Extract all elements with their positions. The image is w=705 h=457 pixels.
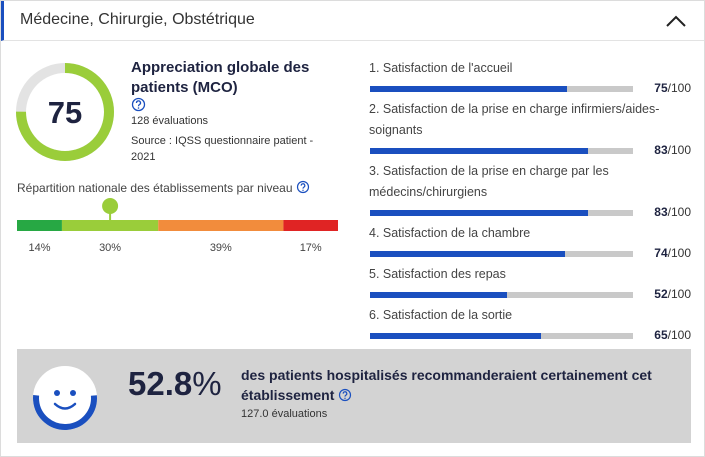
criterion-scale: /100 [667, 143, 691, 157]
criterion-value: 83 [654, 205, 668, 219]
criterion-bar [370, 148, 589, 154]
criterion-scale: /100 [667, 205, 691, 219]
criterion-track [370, 86, 633, 92]
criterion-row: 83/100 [369, 141, 694, 161]
score-evaluations: 128 évaluations [131, 115, 209, 127]
criterion-track [370, 148, 633, 154]
chevron-icon[interactable] [664, 13, 688, 29]
segment-label: 30% [99, 242, 121, 254]
distribution-segment [283, 220, 338, 231]
criterion-track [370, 292, 633, 298]
criterion-score: 65/100 [654, 328, 691, 342]
header-title: Médecine, Chirurgie, Obstétrique [20, 11, 255, 28]
criterion-label: 4. Satisfaction de la chambre [369, 226, 531, 240]
distribution-segment [61, 220, 159, 231]
criterion-value: 83 [654, 143, 668, 157]
criterion-score: 83/100 [654, 205, 691, 219]
criterion-value: 74 [654, 246, 668, 260]
criterion-bar [370, 251, 565, 257]
criterion-bar [370, 333, 541, 339]
criterion-scale: /100 [667, 328, 691, 342]
distribution-segment [17, 220, 62, 231]
criterion-bar [370, 292, 507, 298]
criterion-value: 75 [654, 81, 668, 95]
help-icon[interactable] [338, 388, 352, 402]
criterion-scale: /100 [667, 246, 691, 260]
help-icon[interactable] [131, 97, 146, 112]
score-title: Appreciation globale des patients (MCO) [131, 59, 310, 96]
segment-label: 39% [210, 242, 232, 254]
percent-unit: % [192, 365, 222, 402]
criterion-label: 1. Satisfaction de l'accueil [369, 61, 513, 75]
criterion-bar [370, 210, 589, 216]
summary-text-content: des patients hospitalisés recommanderaie… [241, 367, 652, 403]
gauge-arc [16, 63, 114, 161]
distribution-segment [158, 220, 284, 231]
criterion-track [370, 251, 633, 257]
score-source: Source : IQSS questionnaire patient - 20… [131, 135, 314, 163]
level-marker [102, 198, 119, 214]
summary-box: 52.8% des patients hospitalisés recomman… [17, 349, 691, 443]
criterion-row: 83/100 [369, 203, 694, 223]
criteria-list: 1. Satisfaction de l'accueil 75/100 2. Sat… [369, 58, 694, 346]
criterion-row: 74/100 [369, 244, 694, 264]
summary-percent: 52.8% [128, 365, 222, 403]
summary-evaluations: 127.0 évaluations [241, 408, 328, 420]
criterion-row: 75/100 [369, 79, 694, 99]
criterion-label: 3. Satisfaction de la prise en charge pa… [369, 164, 609, 199]
distribution-title-text: Répartition nationale des établissements… [17, 181, 293, 195]
criterion-score: 83/100 [654, 143, 691, 157]
criterion-score: 52/100 [654, 287, 691, 301]
score-gauge: 75 [16, 63, 114, 161]
criterion-score: 75/100 [654, 81, 691, 95]
segment-label: 17% [300, 242, 322, 254]
criterion-track [370, 210, 633, 216]
segment-label: 14% [28, 242, 50, 254]
criterion-track [370, 333, 633, 339]
percent-value: 52.8 [128, 365, 193, 402]
criterion-scale: /100 [667, 287, 691, 301]
criterion-label: 5. Satisfaction des repas [369, 267, 506, 281]
criterion-row: 65/100 [369, 326, 694, 346]
criterion-value: 65 [654, 328, 668, 342]
accordion-header[interactable]: Médecine, Chirurgie, Obstétrique [1, 1, 704, 41]
criterion-row: 52/100 [369, 285, 694, 305]
score-value: 75 [48, 95, 82, 130]
smiley-icon [33, 366, 97, 430]
distribution-title: Répartition nationale des établissements… [17, 180, 310, 195]
criterion-score: 74/100 [654, 246, 691, 260]
criterion-label: 2. Satisfaction de la prise en charge in… [369, 102, 660, 137]
help-icon[interactable] [296, 180, 310, 194]
criterion-label: 6. Satisfaction de la sortie [369, 308, 513, 322]
distribution-bar: 14% 30% 39% 17% [17, 198, 338, 254]
summary-text: des patients hospitalisés recommanderaie… [241, 365, 681, 405]
criterion-scale: /100 [667, 81, 691, 95]
criterion-value: 52 [654, 287, 668, 301]
criterion-bar [370, 86, 568, 92]
